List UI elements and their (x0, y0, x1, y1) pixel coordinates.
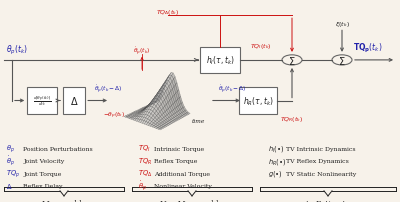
Text: Additional Torque: Additional Torque (154, 171, 210, 176)
Text: $TQ_I(t_k)$: $TQ_I(t_k)$ (250, 42, 272, 51)
Text: $h_R(\tau, t_k)$: $h_R(\tau, t_k)$ (242, 95, 274, 107)
Text: $\dot{\theta}_p(t_k)$: $\dot{\theta}_p(t_k)$ (133, 45, 151, 56)
Text: Joint Torque: Joint Torque (23, 171, 62, 176)
Text: $\dot{\theta}_p$: $\dot{\theta}_p$ (6, 154, 15, 168)
Text: $\theta_p(t_k)$: $\theta_p(t_k)$ (6, 44, 28, 57)
FancyBboxPatch shape (239, 88, 277, 114)
Text: $TQ_\Delta$: $TQ_\Delta$ (138, 168, 152, 179)
Text: $\mathbf{TQ_p}(t_k)$: $\mathbf{TQ_p}(t_k)$ (353, 42, 383, 55)
Text: $\Delta$: $\Delta$ (70, 95, 78, 107)
Text: $\Sigma$: $\Sigma$ (288, 55, 296, 67)
Text: Joint Velocity: Joint Velocity (23, 159, 64, 163)
Text: $TQ_R(t_k)$: $TQ_R(t_k)$ (280, 115, 303, 124)
Text: time: time (191, 119, 205, 124)
Text: $TQ_I$: $TQ_I$ (138, 143, 150, 154)
Text: Reflex Delay: Reflex Delay (23, 184, 63, 188)
Text: TV Static Nonlinearity: TV Static Nonlinearity (286, 171, 356, 176)
Text: $\Sigma$: $\Sigma$ (338, 55, 346, 67)
Text: $TQ_R$: $TQ_R$ (138, 156, 152, 166)
FancyBboxPatch shape (27, 88, 57, 114)
FancyBboxPatch shape (63, 88, 85, 114)
Text: $h_I(\tau, t_k)$: $h_I(\tau, t_k)$ (206, 54, 234, 67)
Text: Reflex Torque: Reflex Torque (154, 159, 197, 163)
Text: Non-Measurable: Non-Measurable (160, 199, 224, 202)
Text: $\dot{\theta}_p$: $\dot{\theta}_p$ (138, 179, 147, 193)
Text: $h_I(\bullet)$: $h_I(\bullet)$ (268, 143, 284, 154)
Text: $\xi(t_k)$: $\xi(t_k)$ (334, 20, 350, 29)
FancyBboxPatch shape (200, 47, 240, 74)
Text: $\frac{d|\theta_p(t_k)|}{dt_k}$: $\frac{d|\theta_p(t_k)|}{dt_k}$ (33, 94, 51, 108)
Text: $-\theta_p(t_k)$: $-\theta_p(t_k)$ (103, 110, 125, 120)
Text: $\Delta$: $\Delta$ (6, 182, 12, 190)
Text: Intrinsic Torque: Intrinsic Torque (154, 146, 204, 151)
Text: Measurable: Measurable (41, 199, 87, 202)
Text: $g(\bullet)$: $g(\bullet)$ (268, 168, 283, 179)
Text: $\dot{\theta}_p(t_k-\Delta)$: $\dot{\theta}_p(t_k-\Delta)$ (94, 83, 122, 95)
Text: $TQ_\Delta(t_k)$: $TQ_\Delta(t_k)$ (156, 8, 180, 17)
Text: $TQ_p$: $TQ_p$ (6, 168, 20, 179)
Text: to Estimate: to Estimate (306, 199, 350, 202)
Text: $h_R(\bullet)$: $h_R(\bullet)$ (268, 156, 286, 166)
Text: Position Perturbations: Position Perturbations (23, 146, 93, 151)
Text: TV Intrinsic Dynamics: TV Intrinsic Dynamics (286, 146, 356, 151)
Text: TV Reflex Dynamics: TV Reflex Dynamics (286, 159, 349, 163)
Text: $\theta_p$: $\theta_p$ (6, 143, 15, 154)
Text: $\dot{\theta}_p(t_k-\Delta)$: $\dot{\theta}_p(t_k-\Delta)$ (218, 83, 246, 95)
Text: Nonlinear Velocity: Nonlinear Velocity (154, 184, 212, 188)
